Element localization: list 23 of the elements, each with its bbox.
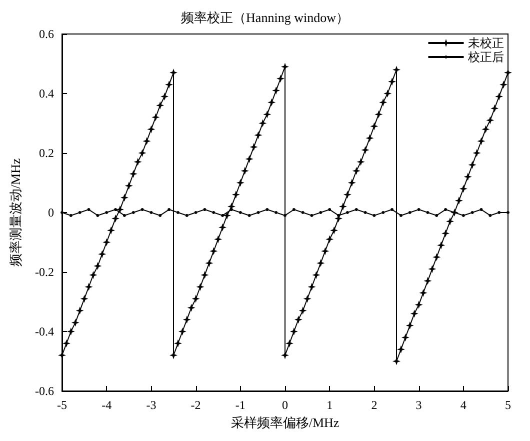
chart-title: 频率校正（Hanning window）	[181, 10, 349, 25]
x-tick-label: 0	[282, 398, 288, 412]
x-tick-label: 4	[460, 398, 466, 412]
y-tick-label: -0.2	[35, 265, 54, 279]
x-tick-label: -2	[190, 398, 201, 412]
x-tick-label: 5	[505, 398, 511, 412]
y-tick-label: -0.6	[35, 384, 54, 398]
y-tick-label: 0.2	[39, 146, 54, 160]
x-axis-title: 采样频率偏移/MHz	[230, 414, 340, 430]
y-axis-title: 频率测量波动/MHz	[8, 158, 23, 267]
x-tick-label: 1	[326, 398, 333, 412]
legend-label: 未校正	[468, 36, 504, 50]
x-tick-label: -4	[102, 398, 112, 412]
y-tick-label: 0	[48, 206, 54, 220]
y-tick-label: -0.4	[35, 324, 54, 338]
y-tick-label: 0.4	[39, 86, 54, 100]
x-tick-label: -3	[146, 398, 156, 412]
x-tick-label: -1	[235, 398, 246, 412]
x-tick-label: 2	[371, 398, 378, 412]
x-tick-label: -5	[57, 398, 67, 412]
legend-label: 校正后	[467, 50, 504, 64]
x-tick-label: 3	[416, 398, 422, 412]
y-tick-label: 0.6	[39, 27, 54, 41]
